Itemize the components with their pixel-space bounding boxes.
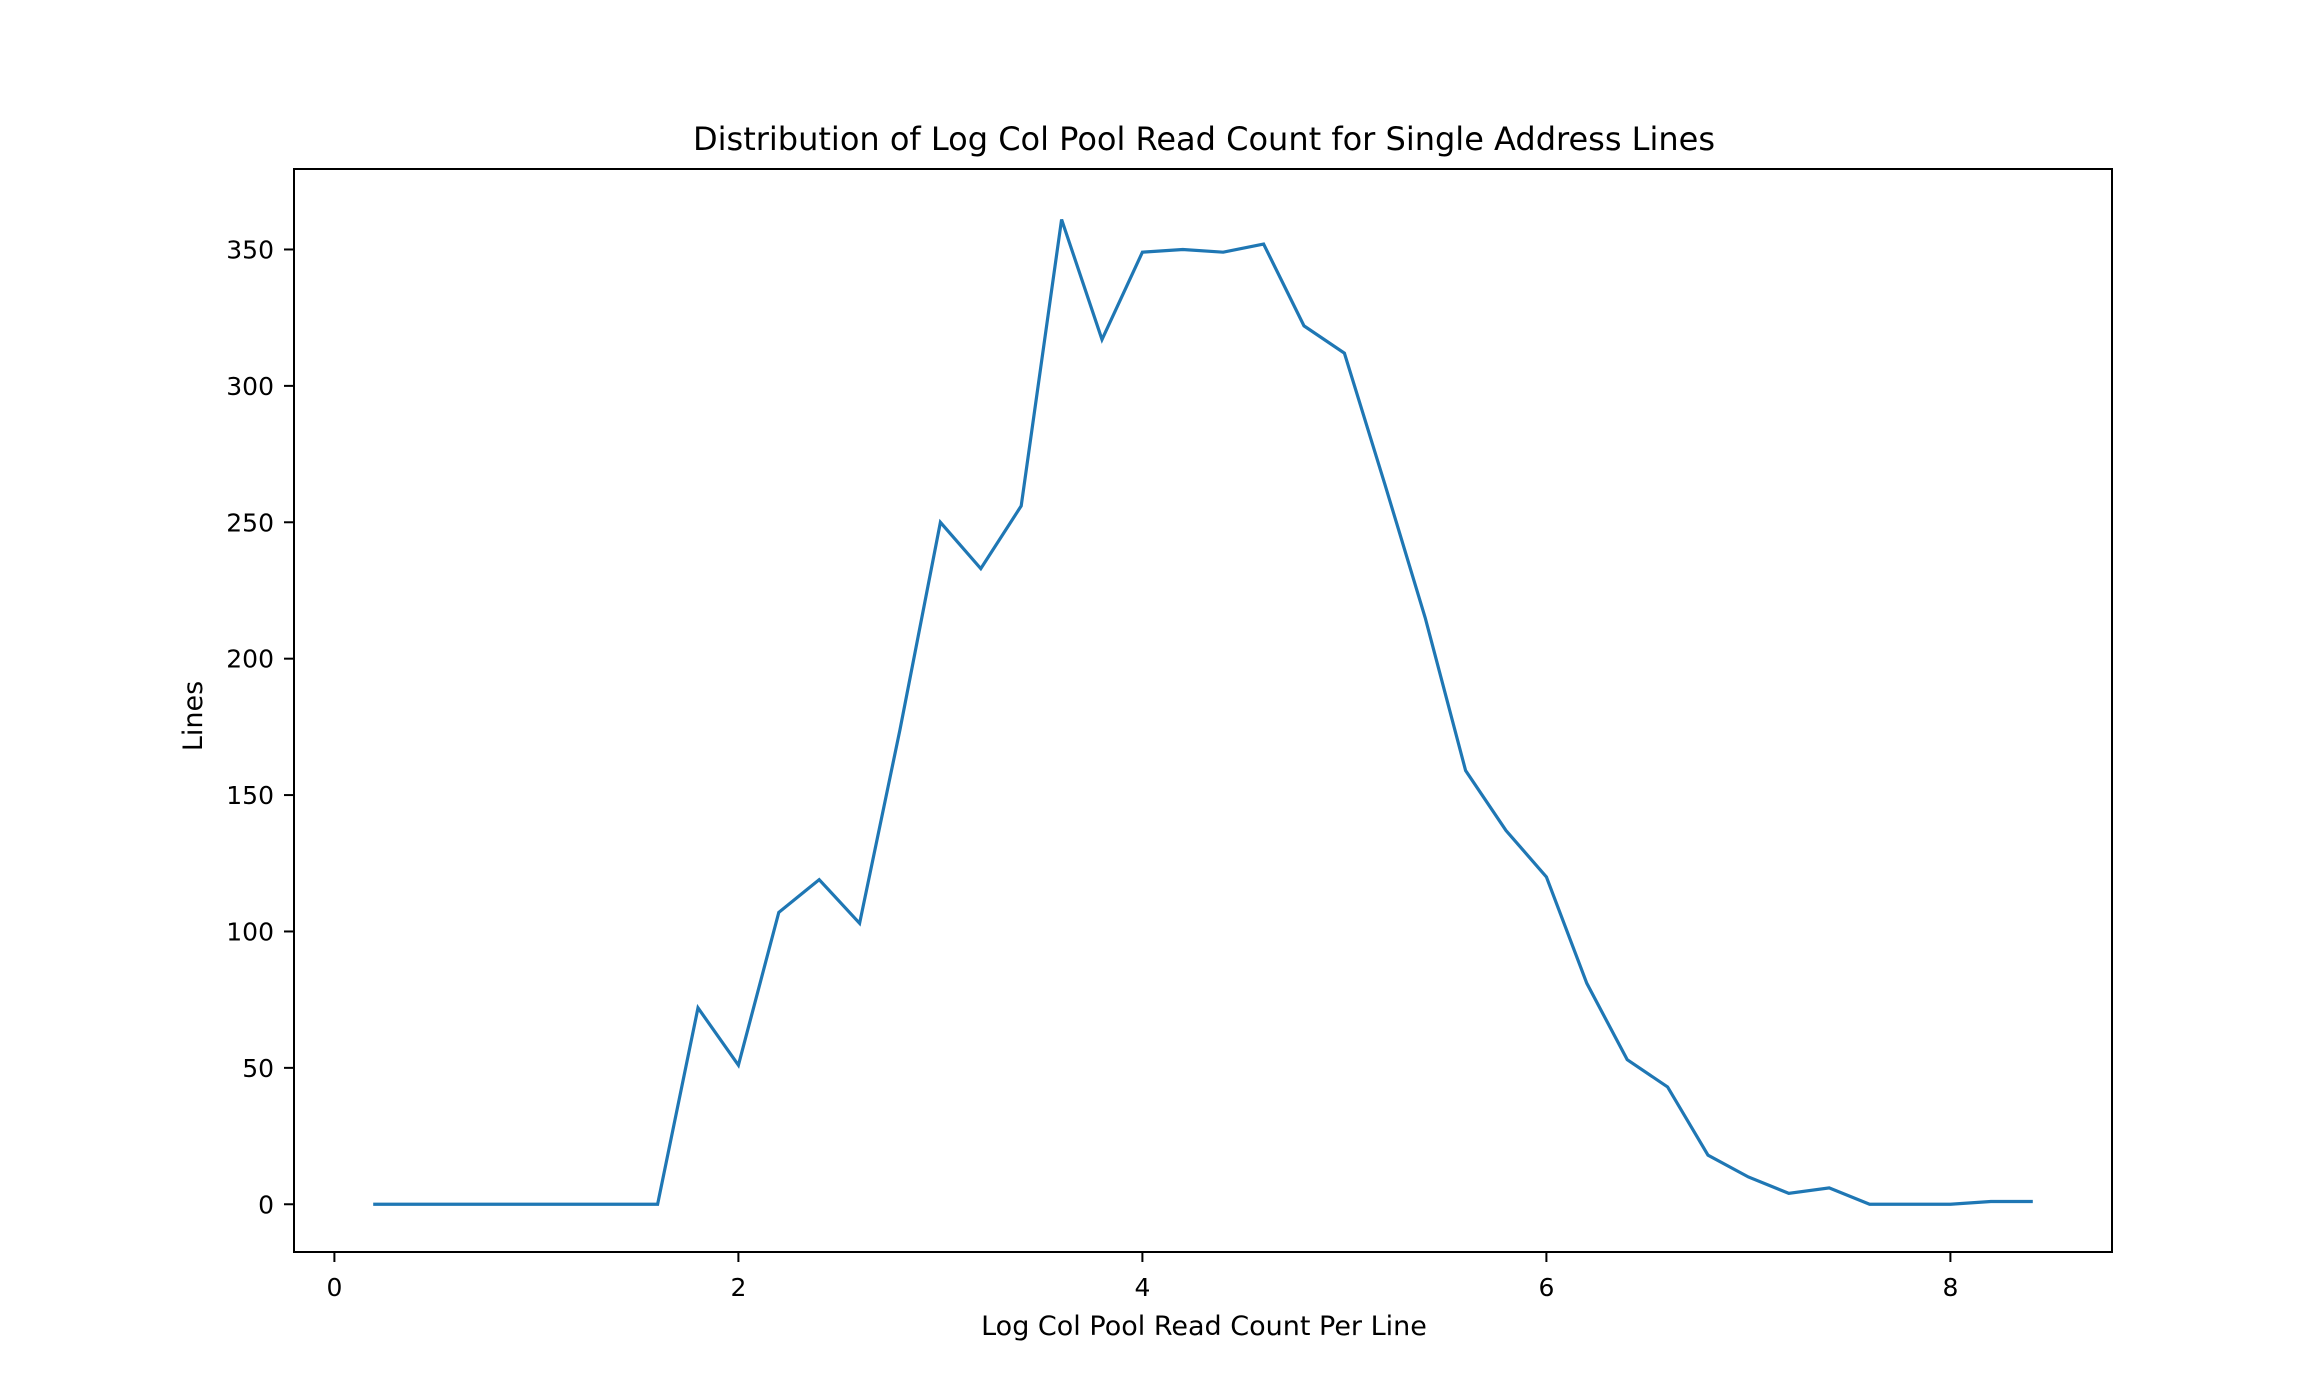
plot-frame (293, 168, 2113, 1253)
x-tick-label: 4 (1134, 1273, 1150, 1302)
y-tick-label: 0 (258, 1190, 274, 1219)
y-axis-label: Lines (178, 681, 209, 751)
x-axis-label: Log Col Pool Read Count Per Line (981, 1311, 1427, 1342)
y-tick-label: 350 (226, 235, 274, 264)
y-tick-label: 200 (226, 645, 274, 674)
y-tick-label: 50 (242, 1054, 274, 1083)
series-line-0 (373, 218, 2033, 1206)
x-tick-label: 2 (730, 1273, 746, 1302)
x-tick-label: 6 (1538, 1273, 1554, 1302)
chart-title: Distribution of Log Col Pool Read Count … (693, 120, 1715, 158)
x-tick-label: 0 (326, 1273, 342, 1302)
y-tick-label: 300 (226, 372, 274, 401)
plot-area: 0 2 4 6 8 0 50 100 150 200 250 300 350 (226, 168, 2113, 1302)
y-tick-label: 250 (226, 508, 274, 537)
x-tick-label: 8 (1942, 1273, 1958, 1302)
y-tick-label: 150 (226, 781, 274, 810)
y-tick-label: 100 (226, 917, 274, 946)
